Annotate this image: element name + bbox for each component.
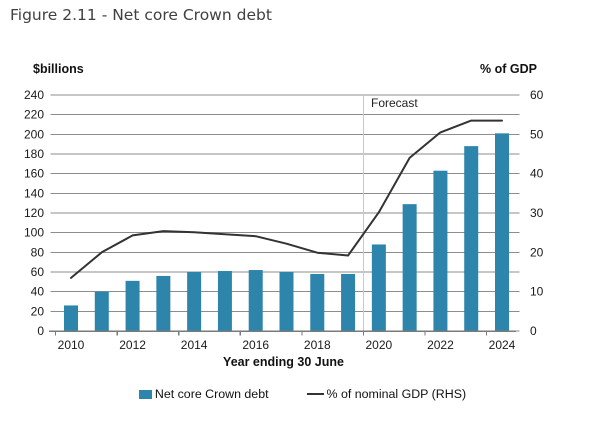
left-axis-tick-label: 20 [31,304,45,318]
bar-2014 [187,272,202,331]
bar-2010 [64,305,78,331]
x-axis-tick-label: 2012 [119,338,146,352]
bar-2015 [217,271,232,331]
left-axis-tick-label: 0 [37,324,44,338]
left-axis-tick-label: 200 [24,127,44,141]
bar-2023 [464,146,479,331]
bar-2020 [371,244,386,331]
right-axis-tick-label: 60 [530,88,544,102]
left-axis-tick-label: 40 [31,285,45,299]
x-axis-title: Year ending 30 June [223,355,344,369]
figure-title: Figure 2.11 - Net core Crown debt [10,6,272,24]
x-axis-tick-label: 2022 [427,338,454,352]
legend-label-bar-series: Net core Crown debt [154,387,269,401]
bar-2017 [279,272,294,331]
left-axis-tick-label: 120 [24,206,44,220]
gdp-percent-line [70,119,503,279]
bar-2022 [433,170,448,331]
bar-2013 [156,275,171,331]
x-axis-tick-label: 2018 [304,338,331,352]
left-axis-tick-label: 60 [31,265,45,279]
line-series-marker-icon [306,392,324,396]
right-axis-tick-label: 50 [530,127,544,141]
x-axis-tick-label: 2016 [242,338,269,352]
bar-2024 [495,133,509,331]
right-axis-tick-label: 40 [530,167,544,181]
right-axis-unit-label: % of GDP [480,62,537,76]
left-axis-tick-label: 220 [24,108,44,122]
legend-item-net-core-crown-debt: Net core Crown debt [138,387,269,401]
right-axis-tick-label: 20 [530,245,544,259]
left-axis-tick-label: 240 [24,88,44,102]
x-axis-tick-label: 2010 [58,338,85,352]
left-axis-tick-label: 140 [24,186,44,200]
right-axis-tick-label: 10 [530,285,544,299]
x-axis-tick-label: 2020 [366,338,393,352]
bar-2012 [125,280,140,331]
x-axis-tick-label: 2024 [489,338,516,352]
bar-2011 [94,291,109,331]
bar-2019 [341,273,356,331]
x-axis-tick-label: 2014 [181,338,208,352]
bar-2021 [402,204,417,331]
left-axis-tick-label: 80 [31,245,45,259]
left-axis-tick-label: 100 [24,226,44,240]
bar-series-swatch-icon [138,389,152,399]
bar-2018 [310,273,325,331]
forecast-annotation: Forecast [371,96,418,110]
right-axis-tick-label: 0 [530,324,537,338]
chart-legend: Net core Crown debt % of nominal GDP (RH… [0,387,605,401]
left-axis-tick-label: 180 [24,147,44,161]
legend-label-line-series: % of nominal GDP (RHS) [326,387,467,401]
left-axis-unit-label: $billions [33,62,84,76]
left-axis-tick-label: 160 [24,167,44,181]
bar-2016 [248,270,263,331]
right-axis-tick-label: 30 [530,206,544,220]
legend-item-gdp-line: % of nominal GDP (RHS) [306,387,467,401]
